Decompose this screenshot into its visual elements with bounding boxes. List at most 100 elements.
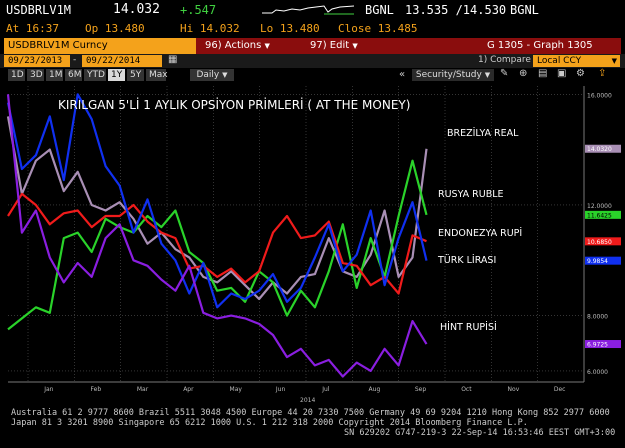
end-date-input[interactable]: 09/22/2014 [82,55,162,67]
series-line-india [6,94,428,378]
dropdown-arrow-icon: ▼ [611,57,617,65]
footer-session-line: SN 629202 G747-219-3 22-Sep-14 16:53:46 … [344,428,616,438]
footer-copyright-line: Japan 81 3 3201 8900 Singapore 65 6212 1… [11,418,528,428]
series-line-turkey [6,93,428,309]
ticker-symbol: USDBRLV1M [6,3,72,17]
dropdown-arrow-icon: ▼ [222,71,228,79]
annotate-icon[interactable]: ✎ [500,68,509,79]
dropdown-arrow-icon: ▼ [264,42,270,50]
compare-button[interactable]: 1) Compare [478,55,531,65]
currency-label: Local CCY [537,56,582,66]
x-tick-label: Oct [461,386,472,393]
price-range: 13.535 /14.530 [405,3,507,17]
security-study-label: Security/Study [415,70,482,80]
period-bar: 1D 3D 1M 6M YTD 1Y 5Y Max Daily ▼ « Security/St… [0,68,625,82]
x-tick-label: Apr [183,386,194,393]
graph-title: G 1305 - Graph 1305 [487,40,593,51]
low-price: Lo 13.480 [260,22,320,35]
value-badge-brazil [585,144,621,153]
value-badge-indonesia [585,237,621,246]
period-button-1y[interactable]: 1Y [108,69,125,81]
close-price: Close 13.485 [338,22,418,35]
y-tick-label: 6.0000 [587,369,608,376]
chart-title: KIRILGAN 5'Lİ 1 AYLIK OPSİYON PRİMLERİ (… [58,97,410,112]
news-icon[interactable]: ▣ [557,68,567,79]
collapse-icon[interactable]: « [399,69,406,80]
series-name-label: BREZİLYA REAL [447,128,519,139]
menu-bar: USDBRLV1M Curncy 96) Actions ▼ 97) Edit … [0,38,625,54]
y-tick-label: 12.0000 [587,203,612,210]
period-button-1m[interactable]: 1M [46,69,63,81]
settings-icon[interactable]: ⚙ [576,68,585,79]
calendar-icon[interactable]: ▦ [168,54,178,65]
value-badge-russia [585,210,621,219]
x-tick-label: Jul [321,386,330,393]
range-label: BGNL [510,3,539,17]
last-price: 14.032 [113,2,160,17]
quote-details: At 16:37 Op 13.480 Hi 14.032 Lo 13.480 C… [0,21,625,35]
period-button-max[interactable]: Max [146,69,168,81]
security-name: USDBRLV1M Curncy [8,40,108,51]
period-button-1d[interactable]: 1D [8,69,25,81]
period-button-6m[interactable]: 6M [65,69,82,81]
series-line-russia [7,159,428,331]
period-button-5y[interactable]: 5Y [127,69,144,81]
zoom-icon[interactable]: ⊕ [519,68,528,79]
footer-contacts-line: Australia 61 2 9777 8600 Brazil 5511 304… [11,408,610,418]
y-tick-label: 8.0000 [587,314,608,321]
edit-menu[interactable]: 97) Edit ▼ [310,40,358,51]
dropdown-arrow-icon: ▼ [352,42,358,50]
volatility-chart: 16.0000 12.0000 8.0000 6.0000 Jan Feb Mar Apr Ma… [6,86,621,404]
quote-time: At 16:37 [6,22,59,35]
series-name-label: RUSYA RUBLE [438,189,504,200]
series-line-indonesia [7,192,427,295]
edit-label: 97) Edit [310,40,350,51]
x-tick-label: Jun [275,386,286,393]
series-name-label: TÜRK LİRASI [437,255,496,266]
chart-labels: 16.0000 12.0000 8.0000 6.0000 Jan Feb Mar Apr Ma… [43,92,621,404]
table-icon[interactable]: ▤ [538,68,548,79]
x-tick-label: Sep [415,386,427,393]
period-button-3d[interactable]: 3D [27,69,44,81]
chart-series [6,93,428,378]
security-study-button[interactable]: Security/Study ▼ [412,69,494,81]
open-price: Op 13.480 [85,22,145,35]
value-badge-india [585,340,621,349]
actions-label: 96) Actions [205,40,262,51]
menu-strip [196,38,621,54]
x-tick-label: Dec [554,386,566,393]
date-bar: 09/23/2013 - 09/22/2014 ▦ 1) Compare Loc… [0,54,625,68]
export-icon[interactable]: ⇪ [598,68,607,79]
value-badge-label: 10.6850 [587,239,612,246]
series-name-label: ENDONEZYA RUPİ [438,228,522,239]
value-badge-label: 14.0320 [587,146,612,153]
y-tick-label: 16.0000 [587,92,612,99]
value-badge-turkey [585,256,621,265]
ticker-bar: USDBRLV1M 14.032 +.547 BGNL 13.535 /14.5… [0,0,625,21]
actions-menu[interactable]: 96) Actions ▼ [205,40,270,51]
value-badge-label: 6.9725 [587,342,608,349]
value-badge-label: 11.6425 [587,212,612,219]
x-tick-label: Feb [91,386,102,393]
x-tick-label: May [230,386,243,393]
start-date-input[interactable]: 09/23/2013 [4,55,70,67]
compare-label: BGNL [365,3,394,17]
frequency-select[interactable]: Daily ▼ [190,69,234,81]
frequency-label: Daily [196,70,220,80]
currency-select[interactable]: Local CCY ▼ [533,55,620,67]
series-name-label: HİNT RUPİSİ [440,322,497,333]
x-tick-label: Jan [43,386,53,393]
date-separator: - [73,55,77,65]
x-tick-label: Nov [508,386,520,393]
period-button-ytd[interactable]: YTD [84,69,106,81]
x-tick-label: Aug [369,386,381,393]
high-price: Hi 14.032 [180,22,240,35]
dropdown-arrow-icon: ▼ [484,71,491,79]
value-badge-label: 9.9854 [587,258,608,265]
x-tick-label: Mar [137,386,149,393]
series-line-brazil [6,116,428,301]
x-year-label: 2014 [300,397,315,404]
sparkline [262,5,354,15]
security-field[interactable]: USDBRLV1M Curncy [4,38,196,54]
price-change: +.547 [180,3,217,17]
